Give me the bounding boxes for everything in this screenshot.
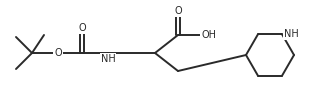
Text: O: O <box>174 6 182 16</box>
Text: NH: NH <box>101 54 116 64</box>
Text: O: O <box>54 48 62 58</box>
Text: NH: NH <box>284 29 299 39</box>
Text: OH: OH <box>201 30 216 40</box>
Text: O: O <box>78 23 86 33</box>
